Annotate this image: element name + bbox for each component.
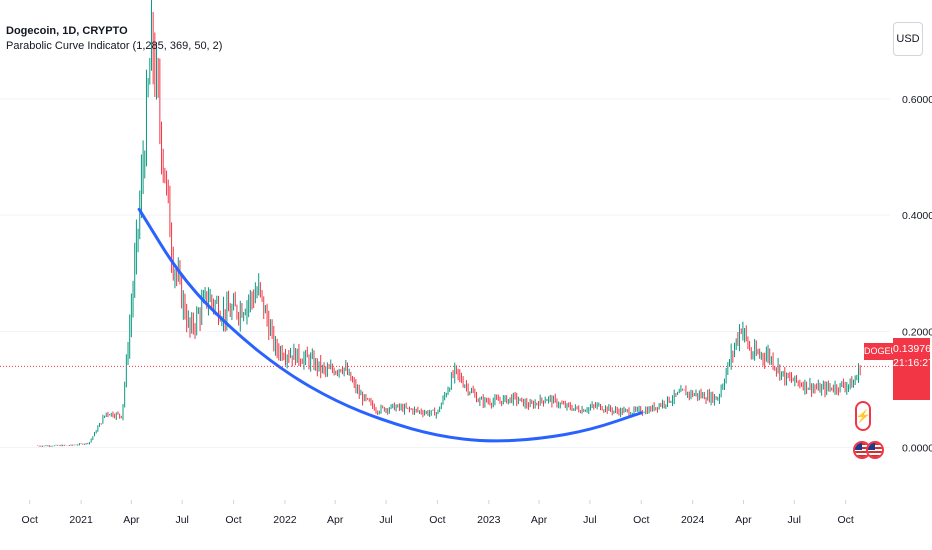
x-tick-label: Jul xyxy=(583,514,596,526)
candlestick-series xyxy=(37,0,861,447)
x-tick-label: Oct xyxy=(837,514,853,526)
x-tick-label: Apr xyxy=(327,514,344,526)
x-tick-label: Oct xyxy=(633,514,649,526)
indicator-label[interactable]: Parabolic Curve Indicator (1,285, 369, 5… xyxy=(6,40,223,52)
last-price-label: 0.13976 21:16:27 xyxy=(893,338,932,400)
x-axis[interactable]: Oct 2021 Apr Jul Oct 2022 Apr Jul Oct 2023 Apr Jul O… xyxy=(22,500,854,526)
bar-countdown: 21:16:27 xyxy=(893,357,932,369)
curve-path xyxy=(137,207,643,443)
chart-legend: Dogecoin, 1D, CRYPTO Parabolic Curve Ind… xyxy=(6,24,222,54)
x-tick-label: Jul xyxy=(379,514,392,526)
x-tick-label: Oct xyxy=(429,514,445,526)
x-tick-label: 2022 xyxy=(273,514,297,526)
x-tick-label: Apr xyxy=(531,514,548,526)
x-tick-label: Oct xyxy=(225,514,241,526)
us-flag-icon[interactable] xyxy=(866,441,884,459)
x-tick-label: 2021 xyxy=(69,514,93,526)
x-tick-label: Apr xyxy=(735,514,752,526)
symbol-price-tag: DOGEUSD xyxy=(864,343,910,360)
last-price-value: 0.13976 xyxy=(893,343,931,355)
x-tick-label: Oct xyxy=(22,514,38,526)
y-tick-label: 0.60000 xyxy=(902,94,932,106)
x-tick-label: Jul xyxy=(175,514,188,526)
x-tick-label: Apr xyxy=(123,514,140,526)
symbol-title[interactable]: Dogecoin, 1D, CRYPTO xyxy=(6,25,128,37)
x-tick-label: 2024 xyxy=(681,514,705,526)
lightning-bolt-icon[interactable]: ⚡ xyxy=(855,401,871,431)
parabolic-curve xyxy=(137,207,643,443)
x-tick-label: Jul xyxy=(788,514,801,526)
x-tick-label: 2023 xyxy=(477,514,501,526)
currency-button[interactable]: USD xyxy=(893,22,923,56)
